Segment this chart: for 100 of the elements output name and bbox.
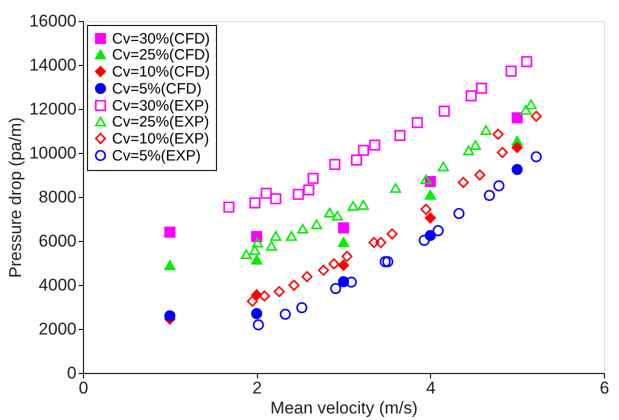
- point: [252, 238, 264, 248]
- point: [246, 296, 258, 307]
- legend-label: Cv=5%(EXP): [112, 148, 201, 164]
- y-tick-label: 14000: [29, 56, 76, 74]
- point: [223, 202, 234, 213]
- point: [328, 258, 340, 270]
- point: [348, 201, 359, 211]
- point: [394, 130, 406, 141]
- point: [332, 210, 343, 221]
- point: [512, 164, 523, 176]
- point: [240, 249, 252, 260]
- point: [251, 308, 262, 320]
- point: [474, 169, 486, 181]
- point: [296, 302, 308, 314]
- point: [164, 260, 176, 270]
- point: [412, 117, 423, 128]
- y-tick-label: 2000: [38, 320, 76, 338]
- point: [303, 184, 314, 196]
- point: [249, 245, 260, 255]
- point: [512, 112, 523, 124]
- point: [521, 56, 532, 68]
- point: [506, 66, 517, 77]
- point: [270, 193, 282, 204]
- point: [329, 158, 340, 170]
- point: [346, 276, 357, 288]
- point: [318, 264, 330, 276]
- point: [476, 82, 488, 94]
- point: [496, 147, 508, 158]
- point: [292, 188, 304, 200]
- point: [530, 151, 542, 162]
- x-tick-label: 0: [78, 378, 88, 398]
- point: [266, 240, 277, 251]
- y-axis-title: Pressure drop (pa/m): [6, 117, 26, 278]
- point: [308, 172, 319, 184]
- y-tick-label: 4000: [38, 276, 76, 294]
- point: [350, 154, 362, 166]
- point: [390, 183, 402, 193]
- point: [420, 204, 432, 215]
- point: [462, 145, 474, 156]
- point: [480, 125, 492, 136]
- point: [418, 234, 430, 246]
- point: [358, 144, 370, 156]
- point: [368, 236, 380, 248]
- point: [369, 140, 380, 151]
- point: [466, 90, 477, 102]
- point: [270, 231, 282, 241]
- point: [492, 128, 504, 140]
- point: [438, 162, 449, 172]
- point: [301, 271, 313, 282]
- point: [260, 188, 272, 199]
- point: [526, 99, 537, 110]
- x-tick-label: 2: [252, 378, 262, 398]
- x-tick-label: 4: [426, 378, 436, 398]
- point: [453, 208, 465, 220]
- y-tick-label: 12000: [29, 100, 76, 118]
- point: [286, 231, 297, 241]
- point: [288, 280, 300, 291]
- point: [252, 319, 264, 330]
- y-tick-label: 6000: [38, 232, 76, 250]
- point: [297, 224, 308, 234]
- point: [530, 110, 542, 122]
- point: [380, 256, 391, 268]
- point: [251, 254, 262, 265]
- point: [484, 190, 495, 201]
- point: [493, 180, 504, 192]
- legend-label: Cv=25%(EXP): [112, 114, 210, 130]
- y-tick-label: 10000: [29, 144, 76, 162]
- y-tick-label: 16000: [29, 12, 76, 30]
- point: [341, 250, 353, 262]
- y-tick-label: 8000: [38, 188, 76, 206]
- point: [358, 200, 370, 210]
- point: [338, 260, 350, 271]
- point: [458, 176, 469, 188]
- legend-label: Cv=25%(CFD): [112, 46, 210, 64]
- x-axis-title: Mean velocity (m/s): [270, 398, 418, 418]
- legend-label: Cv=30%(CFD): [112, 30, 210, 48]
- point: [324, 208, 336, 218]
- y-tick-label: 0: [67, 364, 76, 382]
- point: [520, 104, 532, 115]
- point: [420, 174, 432, 184]
- point: [258, 290, 270, 302]
- legend-label: Cv=10%(CFD): [112, 64, 210, 80]
- point: [338, 237, 350, 248]
- point: [274, 286, 285, 298]
- point: [438, 106, 450, 117]
- point: [338, 222, 350, 234]
- point: [311, 219, 322, 230]
- point: [432, 225, 444, 236]
- x-tick-label: 6: [600, 378, 610, 398]
- point: [164, 310, 176, 322]
- point: [382, 256, 394, 268]
- point: [249, 197, 260, 208]
- legend-label: Cv=30%(EXP): [112, 98, 210, 114]
- point: [280, 308, 291, 320]
- point: [512, 142, 523, 154]
- point: [164, 226, 176, 238]
- point: [330, 282, 342, 294]
- point: [470, 140, 482, 150]
- point: [424, 212, 436, 224]
- point: [424, 190, 436, 200]
